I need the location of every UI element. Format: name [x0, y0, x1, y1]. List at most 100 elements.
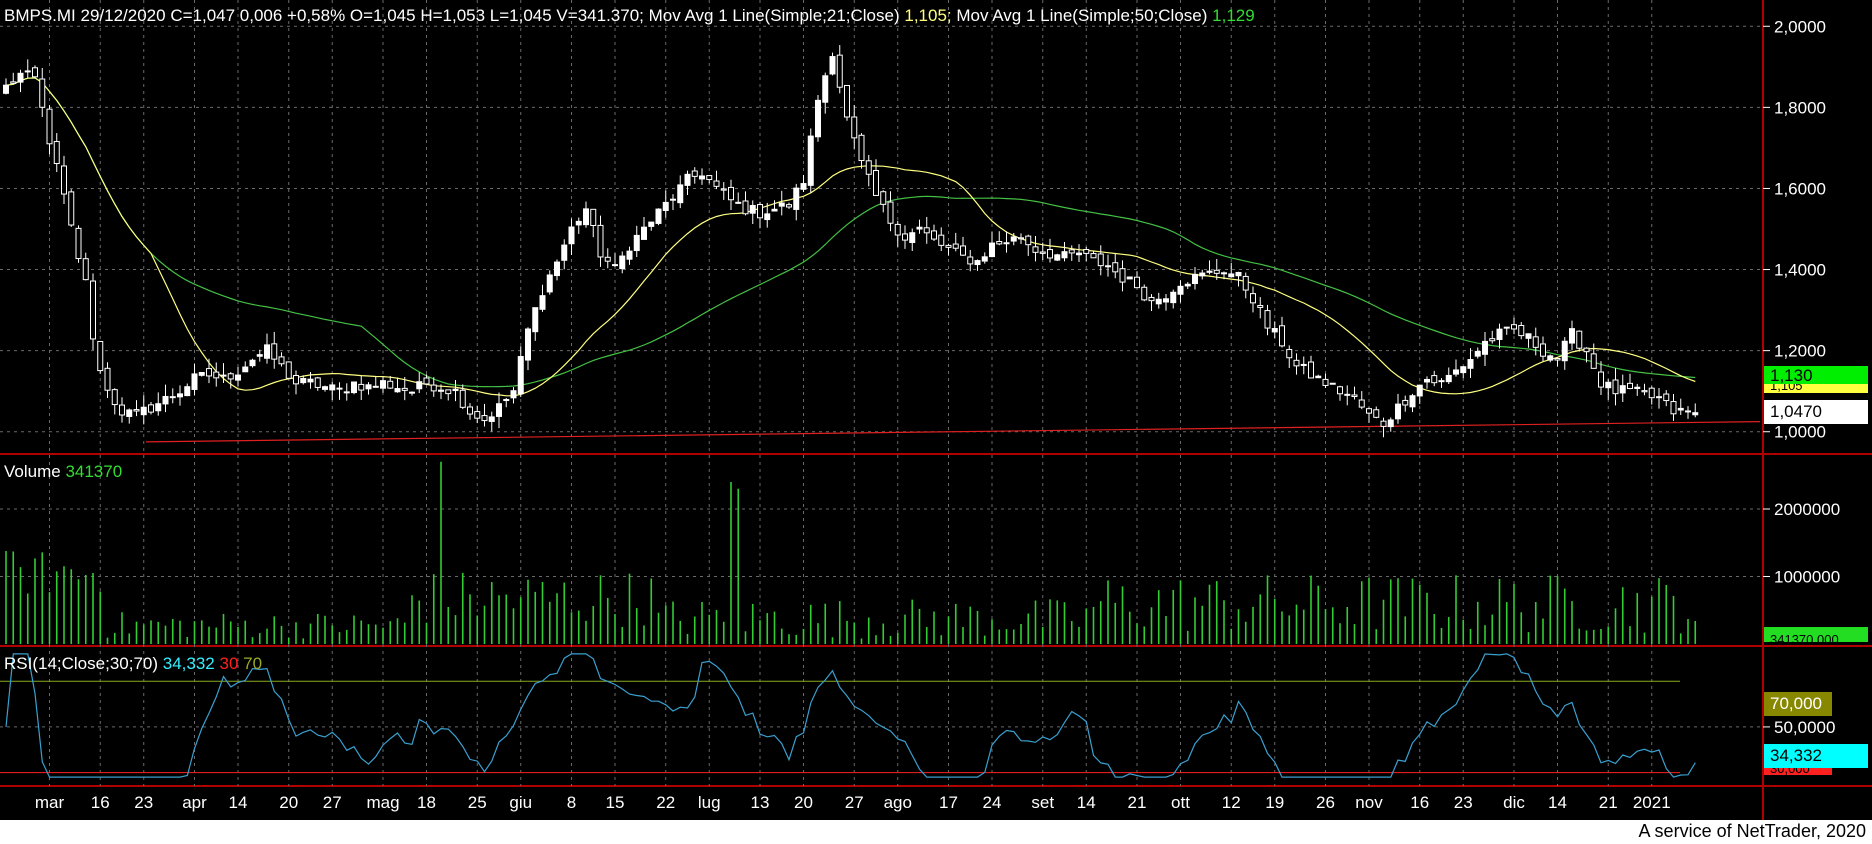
candle-down — [1112, 262, 1119, 273]
candle-up — [800, 183, 807, 190]
candle-up — [771, 208, 778, 212]
candle-down — [481, 415, 488, 422]
x-tick-label: dic — [1503, 793, 1525, 812]
rsi-line — [5, 653, 1696, 778]
candle-down — [713, 180, 720, 187]
candle-up — [561, 244, 568, 261]
candle-down — [1264, 310, 1271, 329]
candle-up — [126, 409, 133, 417]
rsi-tick-label: 50,0000 — [1774, 718, 1835, 737]
x-tick-label: 2021 — [1633, 793, 1671, 812]
candle-down — [1293, 359, 1300, 367]
candle-up — [633, 234, 640, 252]
candle-up — [1177, 285, 1184, 295]
rsi-value: 34,332 — [162, 654, 215, 673]
candle-up — [300, 378, 307, 384]
rsi-value-tag: 34,332 — [1764, 744, 1868, 768]
candle-down — [1641, 390, 1648, 393]
candle-up — [699, 175, 705, 180]
x-tick-label: 13 — [751, 793, 770, 812]
candle-up — [488, 416, 495, 422]
candle-down — [1598, 371, 1604, 388]
candle-up — [1061, 251, 1068, 259]
candle-down — [1032, 246, 1039, 253]
candle-down — [728, 186, 734, 201]
candle-down — [604, 256, 611, 262]
candle-down — [133, 409, 140, 412]
candle-up — [532, 307, 539, 333]
candle-down — [1322, 378, 1329, 386]
candle-down — [902, 233, 908, 241]
candle-up — [380, 380, 386, 389]
candle-up — [1387, 419, 1394, 428]
candle-up — [140, 406, 147, 416]
x-tick-label: 16 — [1410, 793, 1429, 812]
candle-down — [931, 230, 937, 240]
candle-down — [1097, 253, 1104, 267]
candle-down — [1648, 387, 1655, 399]
candle-down — [1511, 324, 1517, 330]
candle-down — [720, 188, 727, 191]
ma50-value: 1,129 — [1212, 6, 1255, 25]
candle-down — [467, 406, 473, 415]
candle-up — [612, 264, 618, 267]
candle-down — [39, 78, 46, 108]
x-tick-label: 21 — [1599, 793, 1618, 812]
candle-up — [749, 204, 756, 214]
x-tick-label: ott — [1171, 793, 1190, 812]
candle-down — [844, 84, 850, 118]
candle-down — [1489, 338, 1496, 342]
candle-up — [662, 201, 669, 211]
candle-up — [815, 99, 821, 138]
x-tick-label: 23 — [1454, 793, 1473, 812]
candle-up — [568, 226, 575, 245]
candle-up — [981, 256, 988, 262]
candle-up — [1409, 395, 1416, 408]
candle-down — [68, 191, 75, 226]
candle-down — [474, 411, 481, 419]
candle-up — [909, 232, 916, 243]
candle-down — [1576, 330, 1583, 349]
candle-down — [1351, 394, 1358, 398]
candle-down — [742, 200, 749, 215]
x-tick-label: 14 — [1548, 793, 1567, 812]
candle-up — [162, 395, 169, 405]
rsi-header: RSI(14;Close;30;70) 34,332 30 70 — [4, 654, 262, 674]
candle-down — [293, 375, 299, 385]
x-tick-label: 24 — [983, 793, 1002, 812]
candle-down — [706, 175, 713, 181]
candle-up — [343, 391, 350, 394]
candle-down — [691, 170, 698, 177]
candle-down — [1540, 343, 1546, 357]
candle-up — [1010, 236, 1017, 242]
candle-up — [1561, 340, 1568, 362]
candle-down — [97, 340, 104, 372]
x-tick-label: lug — [698, 793, 721, 812]
candle-down — [1068, 249, 1075, 254]
candle-up — [1424, 378, 1430, 383]
candle-up — [365, 384, 372, 390]
candle-down — [1590, 353, 1597, 369]
candle-down — [445, 389, 452, 395]
candle-up — [670, 198, 676, 201]
candle-down — [1003, 242, 1010, 245]
candle-up — [1525, 333, 1532, 339]
candle-up — [1076, 252, 1082, 256]
candle-up — [1467, 359, 1474, 369]
x-tick-label: 15 — [606, 793, 625, 812]
candle-up — [1192, 273, 1198, 285]
support-line — [145, 420, 1761, 443]
candle-down — [1583, 347, 1590, 353]
price-tick-label: 1,6000 — [1774, 179, 1826, 198]
x-tick-label: 20 — [279, 793, 298, 812]
x-tick-label: 8 — [567, 793, 576, 812]
candle-down — [851, 116, 858, 139]
x-tick-label: 23 — [134, 793, 153, 812]
candle-down — [1250, 293, 1256, 304]
x-tick-label: apr — [182, 793, 207, 812]
candle-up — [1155, 298, 1162, 305]
candle-down — [836, 54, 843, 88]
candle-down — [1039, 251, 1046, 254]
x-tick-label: 14 — [1077, 793, 1096, 812]
candle-down — [938, 234, 945, 246]
